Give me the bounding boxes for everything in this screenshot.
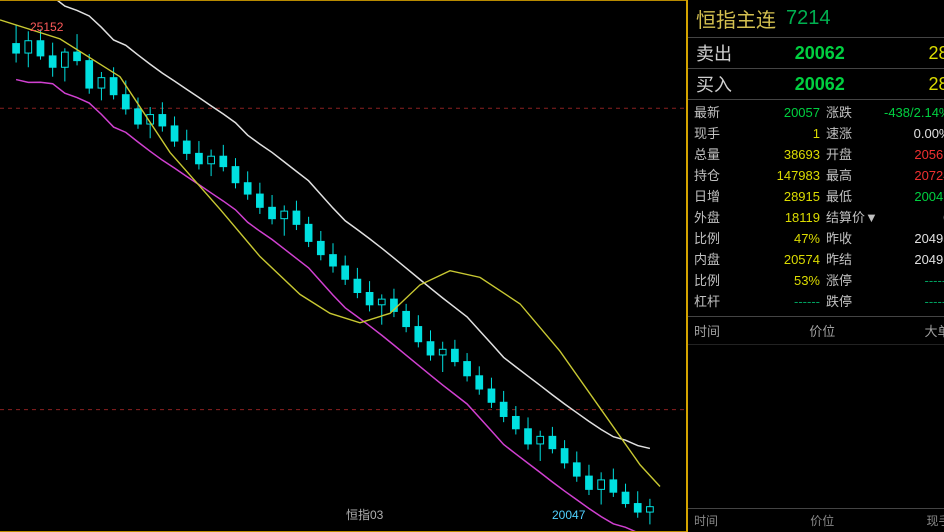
- stat-label: 日增: [694, 186, 732, 207]
- stat-label: 内盘: [694, 249, 732, 270]
- stat-value: 20561: [884, 144, 944, 165]
- instrument-name: 恒指主连: [696, 4, 776, 33]
- stat-label: 涨停: [826, 270, 884, 291]
- stat-label: 现手: [694, 123, 732, 144]
- stats-row: 比例47%昨收20495: [694, 228, 944, 249]
- stat-value: 0.00%: [884, 123, 944, 144]
- history-header: 时间 价位 大单: [688, 317, 944, 345]
- stat-label: 跌停: [826, 291, 884, 312]
- buy-label: 买入: [696, 71, 746, 97]
- stat-value: ------: [884, 291, 944, 312]
- stat-value: 147983: [732, 165, 826, 186]
- stat-label: 结算价▼: [826, 207, 884, 228]
- stat-value: 20724: [884, 165, 944, 186]
- stats-row: 日增28915最低20047: [694, 186, 944, 207]
- stat-label: 最低: [826, 186, 884, 207]
- stat-label: 涨跌: [826, 102, 884, 123]
- stat-value: 18119: [732, 207, 826, 228]
- stat-value: 28915: [732, 186, 826, 207]
- stat-label: 最新: [694, 102, 732, 123]
- sell-price: 20062: [746, 43, 894, 64]
- stat-label: 开盘: [826, 144, 884, 165]
- stat-label: 持仓: [694, 165, 732, 186]
- stats-row: 内盘20574昨结20495: [694, 249, 944, 270]
- stats-row: 持仓147983最高20724: [694, 165, 944, 186]
- stat-value: 20057: [732, 102, 826, 123]
- stat-value: ------: [732, 291, 826, 312]
- buy-qty: 28: [894, 74, 944, 95]
- stat-value: 47%: [732, 228, 826, 249]
- buy-row[interactable]: 买入 20062 28: [688, 69, 944, 100]
- stat-value: 20495: [884, 228, 944, 249]
- stat-value: -438/2.14%: [884, 102, 944, 123]
- stats-grid: 最新20057涨跌-438/2.14%现手1速涨0.00%总量38693开盘20…: [688, 100, 944, 317]
- chart-svg: 25152 20047 恒指03: [0, 1, 686, 531]
- stats-row: 外盘18119结算价▼0: [694, 207, 944, 228]
- stat-label: 昨结: [826, 249, 884, 270]
- stat-value: 20495: [884, 249, 944, 270]
- stat-label: 外盘: [694, 207, 732, 228]
- stat-value: 38693: [732, 144, 826, 165]
- stat-label: 比例: [694, 228, 732, 249]
- stat-value: 0: [884, 207, 944, 228]
- stat-value: 53%: [732, 270, 826, 291]
- hist-col-price: 价位: [780, 321, 866, 340]
- stats-row: 比例53%涨停------: [694, 270, 944, 291]
- stat-label: 昨收: [826, 228, 884, 249]
- stat-label: 总量: [694, 144, 732, 165]
- stat-label: 速涨: [826, 123, 884, 144]
- sell-qty: 28: [894, 43, 944, 64]
- instrument-title: 恒指主连 7214: [688, 0, 944, 38]
- buy-price: 20062: [746, 74, 894, 95]
- bottom-header: 时间 价位 现手: [688, 508, 944, 532]
- sell-row[interactable]: 卖出 20062 28: [688, 38, 944, 69]
- stat-value: 20047: [884, 186, 944, 207]
- svg-text:25152: 25152: [30, 20, 64, 34]
- stats-row: 最新20057涨跌-438/2.14%: [694, 102, 944, 123]
- stat-label: 杠杆: [694, 291, 732, 312]
- stat-value: 20574: [732, 249, 826, 270]
- stat-label: 比例: [694, 270, 732, 291]
- stat-value: 1: [732, 123, 826, 144]
- stat-value: ------: [884, 270, 944, 291]
- sell-label: 卖出: [696, 40, 746, 66]
- stats-row: 杠杆------跌停------: [694, 291, 944, 312]
- svg-text:20047: 20047: [552, 508, 586, 522]
- bot-col-price: 价位: [780, 512, 866, 529]
- quote-panel: 恒指主连 7214 卖出 20062 28 买入 20062 28 最新2005…: [686, 0, 944, 532]
- stats-row: 总量38693开盘20561: [694, 144, 944, 165]
- stat-label: 最高: [826, 165, 884, 186]
- hist-col-big: 大单: [865, 321, 944, 340]
- svg-text:恒指03: 恒指03: [346, 507, 384, 522]
- hist-col-time: 时间: [694, 321, 780, 340]
- instrument-code: 7214: [786, 7, 831, 30]
- candlestick-chart[interactable]: 25152 20047 恒指03: [0, 0, 686, 532]
- stats-row: 现手1速涨0.00%: [694, 123, 944, 144]
- bot-col-vol: 现手: [865, 512, 944, 529]
- bot-col-time: 时间: [694, 512, 780, 529]
